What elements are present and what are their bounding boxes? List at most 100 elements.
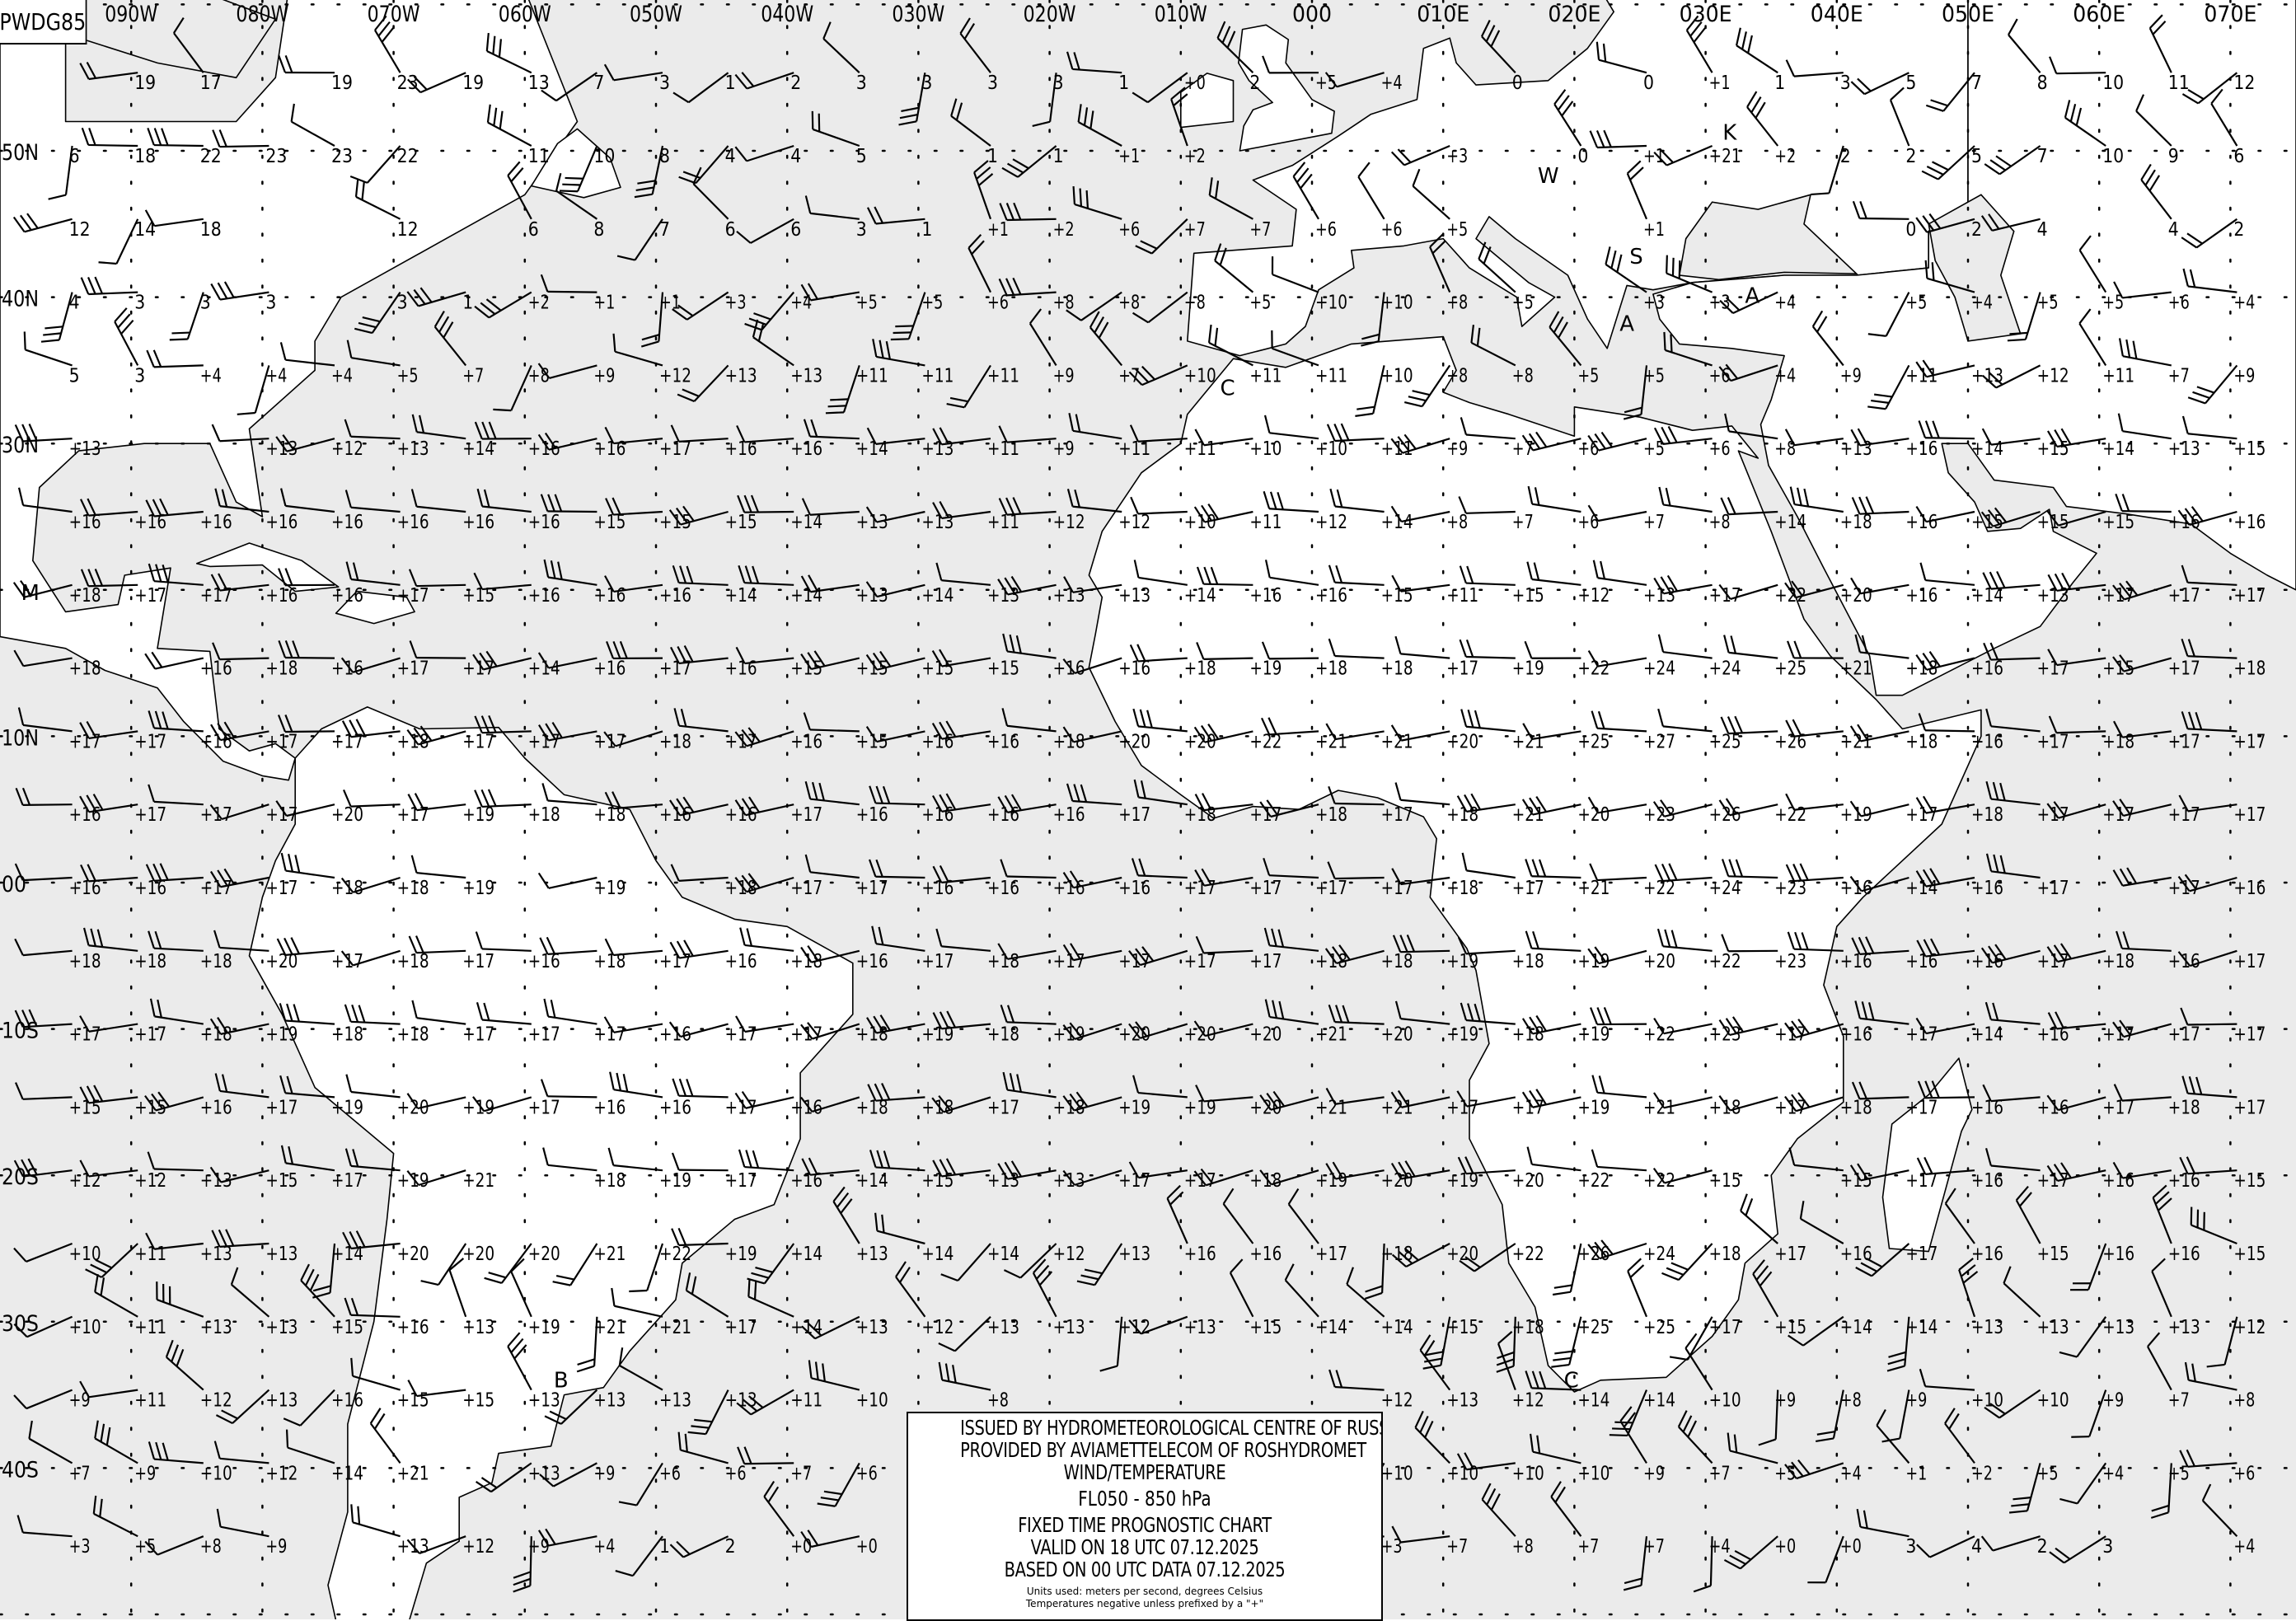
temperature-label: +17 bbox=[2168, 804, 2200, 826]
temperature-label: +13 bbox=[528, 1463, 560, 1484]
temperature-label: +14 bbox=[790, 1244, 822, 1265]
temperature-label: +17 bbox=[1118, 1170, 1150, 1192]
temperature-label: +10 bbox=[1249, 438, 1282, 460]
temperature-label: +17 bbox=[1446, 1097, 1478, 1118]
temperature-label: +17 bbox=[2233, 804, 2266, 826]
temperature-label: +17 bbox=[1249, 878, 1282, 899]
temperature-label: +17 bbox=[1118, 804, 1150, 826]
temperature-label: 5 bbox=[1971, 146, 1982, 167]
temperature-label: 23 bbox=[331, 146, 353, 167]
temperature-label: +13 bbox=[2037, 1317, 2069, 1338]
temperature-label: +11 bbox=[2102, 365, 2134, 387]
barb-feather bbox=[287, 1430, 288, 1448]
temperature-label: +16 bbox=[725, 804, 757, 826]
temperature-label: +13 bbox=[265, 438, 298, 460]
temperature-label: +6 bbox=[987, 293, 1009, 314]
temperature-label: +20 bbox=[1249, 1097, 1282, 1118]
temperature-label: +23 bbox=[1709, 1024, 1741, 1046]
temperature-label: +15 bbox=[2233, 1244, 2266, 1265]
pressure-centre-label: C bbox=[1221, 377, 1235, 401]
temperature-label: +5 bbox=[397, 365, 419, 387]
temperature-label: +17 bbox=[1709, 585, 1741, 607]
temperature-label: +15 bbox=[331, 1317, 363, 1338]
temperature-label: +17 bbox=[2233, 585, 2266, 607]
temperature-label: +19 bbox=[462, 804, 494, 826]
temperature-label: +13 bbox=[856, 1244, 888, 1265]
barb-feather bbox=[1087, 190, 1088, 208]
temperature-label: +11 bbox=[1249, 365, 1282, 387]
longitude-label: 030E bbox=[1680, 2, 1732, 27]
barb-feather bbox=[1664, 332, 1665, 350]
temperature-label: +11 bbox=[1249, 512, 1282, 533]
temperature-label: +18 bbox=[397, 731, 429, 752]
temperature-label: +13 bbox=[790, 365, 822, 387]
temperature-label: +17 bbox=[1774, 1097, 1806, 1118]
temperature-label: +17 bbox=[659, 951, 691, 972]
temperature-label: 10 bbox=[2102, 146, 2124, 167]
temperature-label: +14 bbox=[462, 438, 494, 460]
temperature-label: +14 bbox=[528, 658, 560, 680]
temperature-label: +3 bbox=[725, 293, 747, 314]
temperature-label: 1 bbox=[1774, 73, 1785, 94]
temperature-label: +17 bbox=[593, 1024, 626, 1046]
temperature-label: +2 bbox=[1053, 219, 1075, 241]
temperature-label: 4 bbox=[725, 146, 736, 167]
temperature-label: +16 bbox=[397, 1317, 429, 1338]
pressure-centre-label: K bbox=[1722, 121, 1737, 146]
temperature-label: +17 bbox=[2233, 1097, 2266, 1118]
temperature-label: +17 bbox=[1381, 878, 1413, 899]
temperature-label: +18 bbox=[2102, 951, 2134, 972]
temperature-label: +7 bbox=[2168, 365, 2190, 387]
temperature-label: +18 bbox=[200, 951, 232, 972]
temperature-label: +21 bbox=[1840, 731, 1872, 752]
temperature-label: +4 bbox=[2233, 1536, 2255, 1558]
temperature-label: 12 bbox=[69, 219, 91, 241]
temperature-label: +18 bbox=[790, 951, 822, 972]
temperature-label: +10 bbox=[1381, 1463, 1413, 1484]
temperature-label: +21 bbox=[1709, 146, 1741, 167]
barb-feather bbox=[565, 178, 583, 179]
temperature-label: +17 bbox=[1315, 1244, 1347, 1265]
temperature-label: +16 bbox=[1905, 438, 1938, 460]
temperature-label: +18 bbox=[593, 1170, 626, 1192]
temperature-label: +20 bbox=[1249, 1024, 1282, 1046]
temperature-label: +13 bbox=[2168, 438, 2200, 460]
temperature-label: +17 bbox=[1249, 804, 1282, 826]
temperature-label: +17 bbox=[790, 878, 822, 899]
barb-feather bbox=[1610, 1435, 1628, 1436]
temperature-label: +6 bbox=[1315, 219, 1337, 241]
temperature-label: +4 bbox=[265, 365, 287, 387]
temperature-label: +16 bbox=[2102, 1170, 2134, 1192]
temperature-label: +4 bbox=[790, 293, 812, 314]
temperature-label: +8 bbox=[1053, 293, 1075, 314]
temperature-label: +22 bbox=[1643, 1024, 1675, 1046]
temperature-label: 23 bbox=[265, 146, 287, 167]
temperature-label: +1 bbox=[593, 293, 615, 314]
temperature-label: +17 bbox=[397, 585, 429, 607]
longitude-label: 060E bbox=[2073, 2, 2125, 27]
temperature-label: +20 bbox=[265, 951, 298, 972]
temperature-label: 4 bbox=[790, 146, 801, 167]
temperature-label: +16 bbox=[725, 951, 757, 972]
temperature-label: +16 bbox=[331, 512, 363, 533]
temperature-label: +9 bbox=[134, 1463, 156, 1484]
temperature-label: +18 bbox=[1249, 1170, 1282, 1192]
legend-box: ISSUED BY HYDROMETEOROLOGICAL CENTRE OF … bbox=[907, 1412, 1383, 1621]
temperature-label: +23 bbox=[1774, 951, 1806, 972]
temperature-label: +9 bbox=[69, 1390, 91, 1412]
temperature-label: +12 bbox=[1118, 512, 1150, 533]
temperature-label: +15 bbox=[462, 1390, 494, 1412]
temperature-label: 2 bbox=[2037, 1536, 2048, 1558]
temperature-label: +13 bbox=[265, 1244, 298, 1265]
temperature-label: +16 bbox=[265, 585, 298, 607]
temperature-label: +17 bbox=[2168, 731, 2200, 752]
temperature-label: 1 bbox=[1118, 73, 1129, 94]
temperature-label: +15 bbox=[1774, 1317, 1806, 1338]
temperature-label: +6 bbox=[2233, 1463, 2255, 1484]
temperature-label: +19 bbox=[1184, 1097, 1216, 1118]
temperature-label: +11 bbox=[1381, 438, 1413, 460]
temperature-label: +18 bbox=[1905, 658, 1938, 680]
issuer-line: ISSUED BY HYDROMETEOROLOGICAL CENTRE OF … bbox=[960, 1417, 1329, 1439]
temperature-label: +16 bbox=[593, 1097, 626, 1118]
longitude-label: 090W bbox=[105, 2, 157, 27]
